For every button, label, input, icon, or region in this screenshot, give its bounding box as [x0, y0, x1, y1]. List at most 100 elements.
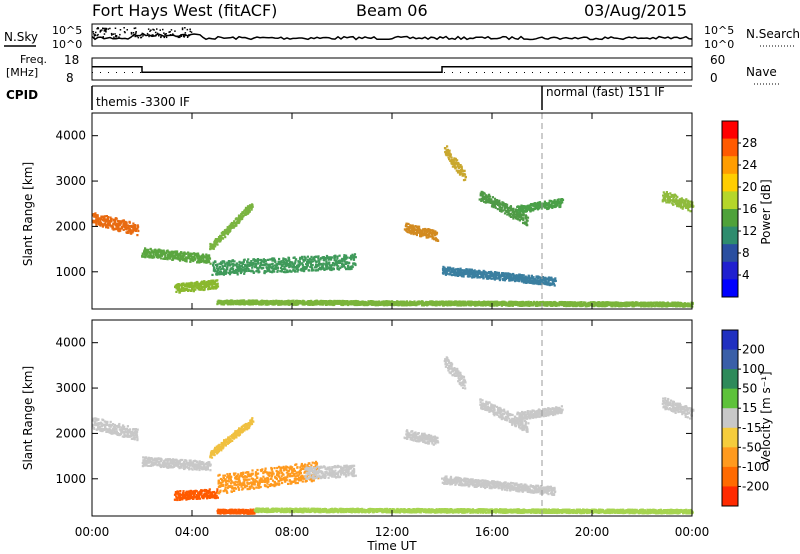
power-echo-cell: [668, 201, 671, 204]
power-echo-cell: [447, 153, 450, 157]
power-echo-cell: [355, 300, 358, 303]
power-echo-cell: [351, 265, 354, 269]
power-echo-cell: [100, 221, 103, 225]
nsearch-point: [103, 33, 106, 35]
power-echo-cell: [668, 199, 671, 202]
power-echo-cell: [463, 173, 467, 176]
power-echo-cell: [282, 258, 285, 261]
power-echo-cell: [328, 266, 331, 269]
power-echo-cell: [111, 224, 114, 227]
power-echo-cell: [189, 260, 192, 263]
power-echo-cell: [176, 250, 179, 253]
power-echo-cell: [212, 285, 215, 288]
power-echo-cell: [271, 271, 274, 274]
power-echo-cell: [474, 304, 477, 307]
power-echo-cell: [178, 288, 181, 291]
power-echo-cell: [424, 227, 427, 231]
power-echo-cell: [482, 195, 485, 198]
power-echo-cell: [445, 151, 448, 154]
power-echo-cell: [557, 198, 560, 201]
power-echo-cell: [522, 214, 525, 217]
power-echo-cell: [351, 253, 354, 256]
power-echo-cell: [515, 277, 519, 281]
power-echo-cell: [504, 275, 507, 278]
power-echo-cell: [193, 257, 196, 260]
power-echo-cell: [281, 265, 284, 268]
power-echo-cell: [267, 263, 270, 266]
power-echo-cell: [166, 249, 169, 252]
power-echo-cell: [553, 200, 556, 203]
power-echo-cell: [459, 268, 462, 271]
power-echo-cell: [322, 302, 326, 305]
power-echo-cell: [221, 260, 224, 263]
nave-point: [396, 72, 397, 73]
power-echo-cell: [523, 304, 526, 307]
power-echo-cell: [545, 283, 548, 286]
power-echo-cell: [513, 276, 516, 279]
nave-point: [324, 72, 325, 73]
power-echo-cell: [432, 236, 435, 239]
power-echo-cell: [174, 250, 177, 253]
power-echo-cell: [265, 303, 268, 306]
power-echo-cell: [501, 300, 505, 303]
power-echo-cell: [297, 268, 300, 271]
power-echo-cell: [497, 301, 500, 304]
power-echo-cell: [409, 225, 412, 228]
power-echo-cell: [345, 257, 348, 260]
power-echo-cell: [351, 300, 354, 303]
power-echo-cell: [308, 303, 312, 306]
power-echo-cell: [507, 274, 510, 277]
power-echo-cell: [547, 278, 550, 281]
power-echo-cell: [223, 229, 227, 232]
power-echo-cell: [345, 254, 348, 257]
power-echo-cell: [500, 210, 503, 213]
nsearch-point: [99, 30, 102, 32]
power-echo-cell: [685, 206, 688, 209]
power-echo-cell: [326, 302, 329, 305]
nsearch-point: [105, 29, 107, 31]
nsearch-point: [152, 28, 154, 31]
power-echo-cell: [430, 303, 433, 306]
power-echo-cell: [132, 222, 135, 225]
nsearch-point: [170, 29, 173, 31]
power-echo-cell: [501, 206, 504, 209]
power-echo-cell: [689, 210, 692, 213]
power-echo-cell: [508, 304, 511, 307]
power-echo-cell: [180, 287, 183, 290]
power-echo-cell: [241, 303, 245, 306]
power-echo-cell: [448, 269, 451, 272]
power-echo-cell: [258, 270, 261, 273]
power-echo-cell: [188, 282, 191, 285]
power-echo-cell: [474, 302, 477, 306]
power-echo-cell: [251, 269, 254, 272]
power-echo-cell: [237, 219, 240, 222]
power-echo-cell: [484, 200, 488, 203]
power-echo-cell: [290, 270, 293, 273]
power-echo-cell: [510, 273, 513, 276]
power-echo-cell: [509, 214, 512, 217]
power-echo-cell: [257, 267, 260, 271]
power-echo-cell: [350, 267, 353, 270]
power-echo-cell: [203, 280, 206, 283]
power-echo-cell: [121, 219, 124, 222]
power-echo-cell: [492, 275, 495, 278]
power-echo-cell: [264, 262, 267, 265]
power-echo-cell: [410, 232, 413, 235]
power-echo-cell: [553, 284, 556, 287]
power-echo-cell: [185, 252, 188, 255]
power-echo-cell: [426, 231, 429, 234]
power-echo-cell: [488, 271, 491, 274]
power-echo-cell: [197, 257, 200, 260]
power-echo-cell: [131, 230, 135, 233]
freq-label-line2: [MHz]: [6, 66, 38, 79]
power-echo-cell: [542, 202, 545, 205]
power-echo-cell: [207, 284, 210, 287]
power-echo-cell: [463, 273, 466, 276]
nsearch-point: [162, 28, 164, 31]
power-echo-cell: [197, 288, 200, 291]
power-echo-cell: [667, 196, 671, 199]
nsearch-point: [156, 32, 159, 35]
power-echo-cell: [491, 273, 494, 276]
power-echo-cell: [517, 301, 520, 304]
nsearch-point: [163, 36, 165, 39]
